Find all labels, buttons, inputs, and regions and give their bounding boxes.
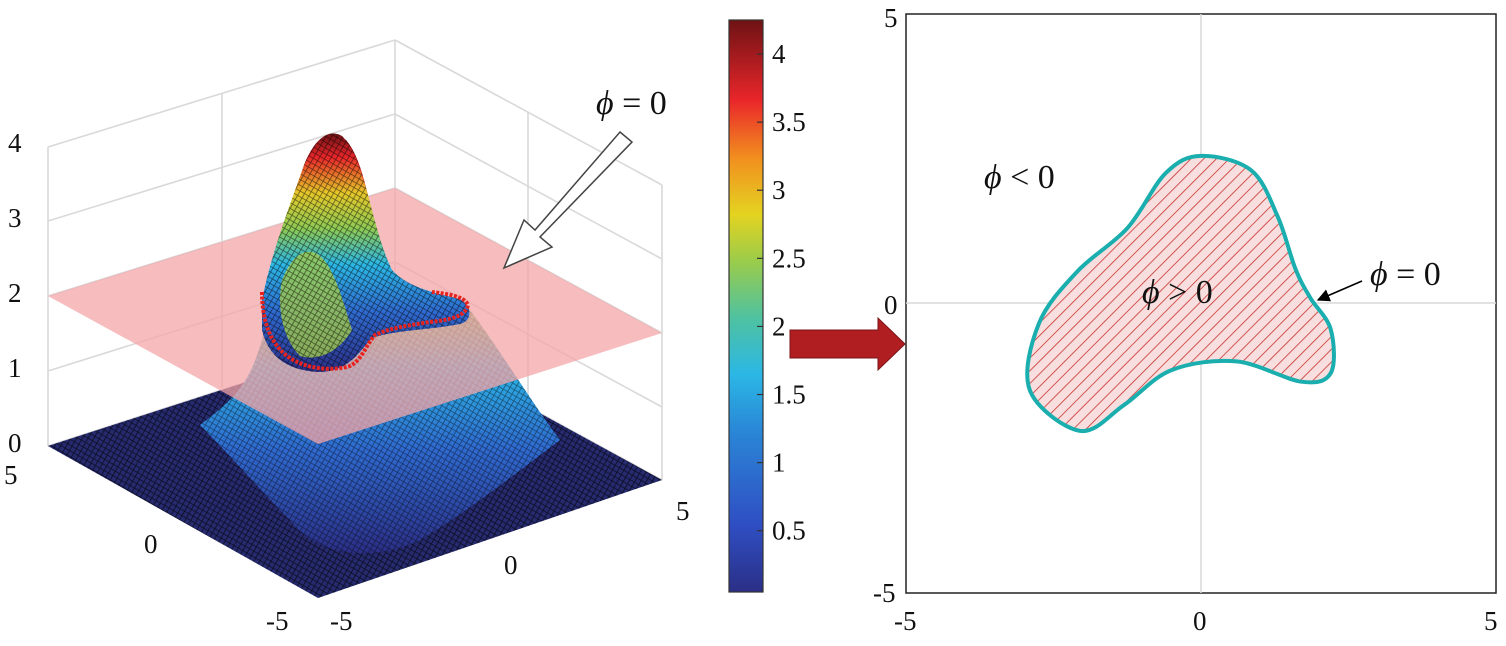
y-tick: -5 — [330, 606, 353, 636]
colorbar-tick-label: 4 — [772, 39, 786, 69]
z-tick: 2 — [8, 278, 22, 308]
colorbar-tick-label: 3.5 — [772, 107, 806, 137]
z-tick: 0 — [8, 428, 22, 458]
colorbar-tick-label: 0.5 — [772, 516, 806, 546]
z-axis-ticks: 4 3 2 1 0 — [8, 128, 22, 458]
z-tick: 4 — [8, 128, 22, 158]
inside-region-label: ϕ > 0 — [1142, 274, 1213, 311]
transition-arrow-icon — [789, 316, 906, 372]
outside-region-label: ϕ < 0 — [984, 159, 1055, 196]
hollow-arrow-icon — [502, 130, 634, 270]
x-tick: 5 — [1484, 606, 1498, 636]
y-tick: -5 — [873, 578, 896, 608]
y-tick: 5 — [884, 3, 898, 33]
interior-region — [1027, 155, 1334, 432]
colorbar-ticks: 4 3.5 3 2.5 2 1.5 1 0.5 — [757, 39, 806, 546]
boundary-pointer-arrow-icon — [1316, 280, 1363, 302]
zero-level-contour — [260, 290, 471, 371]
x-tick: -5 — [266, 606, 289, 636]
y-tick: 0 — [504, 550, 518, 580]
z-tick: 1 — [8, 353, 22, 383]
x-tick: 5 — [4, 460, 18, 490]
plane-annotation: ϕ = 0 — [502, 85, 667, 270]
level-set-plot-2d: ϕ < 0 ϕ > 0 ϕ = 0 5 0 -5 -5 0 5 — [873, 3, 1498, 636]
colorbar: 4 3.5 3 2.5 2 1.5 1 0.5 — [728, 19, 806, 593]
plane-label: ϕ = 0 — [596, 85, 667, 122]
x-tick: 0 — [1193, 606, 1207, 636]
colorbar-tick-label: 3 — [772, 175, 786, 205]
z-tick: 3 — [8, 203, 22, 233]
colorbar-scale — [728, 19, 764, 593]
zero-level-boundary — [1025, 153, 1336, 433]
x-tick: -5 — [894, 606, 917, 636]
colorbar-tick-label: 2.5 — [772, 243, 806, 273]
xy-axis-ticks: 5 0 -5 -5 0 5 — [4, 460, 690, 636]
y-tick: 0 — [884, 290, 898, 320]
colorbar-tick-label: 2 — [772, 311, 786, 341]
surface-plot-3d: 4 3 2 1 0 5 0 -5 -5 0 5 ϕ = 0 — [4, 39, 690, 636]
boundary-label: ϕ = 0 — [1370, 256, 1441, 293]
surface-peak-secondary-mesh — [280, 251, 352, 358]
x-tick: 0 — [144, 529, 158, 559]
y-tick: 5 — [676, 496, 690, 526]
colorbar-tick-label: 1.5 — [772, 380, 806, 410]
colorbar-tick-label: 1 — [772, 448, 786, 478]
